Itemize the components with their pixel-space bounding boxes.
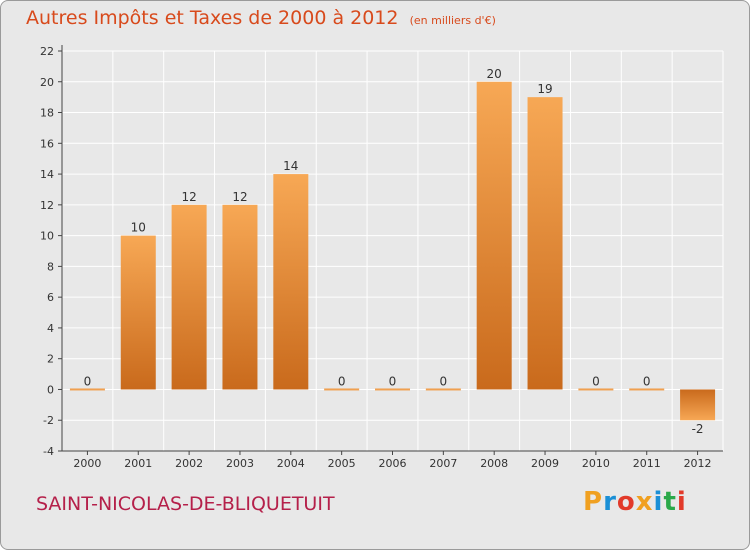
chart-unit: (en milliers d'€) <box>409 14 496 27</box>
bar-2003 <box>222 204 258 390</box>
x-tick-label: 2006 <box>379 457 407 470</box>
bar-2004 <box>273 174 309 390</box>
logo-letter: i <box>676 487 687 517</box>
bar-2002 <box>171 204 207 390</box>
y-tick-label: -2 <box>43 414 54 427</box>
y-tick-label: 16 <box>40 137 54 150</box>
bar-2008 <box>476 81 512 390</box>
logo-letter: P <box>583 487 604 517</box>
x-tick-label: 2003 <box>226 457 254 470</box>
value-label: 0 <box>643 374 651 388</box>
value-label: 12 <box>181 190 196 204</box>
y-tick-label: 8 <box>47 260 54 273</box>
y-tick-label: -4 <box>43 445 54 458</box>
value-label: 20 <box>487 67 502 81</box>
bar-2011 <box>629 388 665 391</box>
title-row: Autres Impôts et Taxes de 2000 à 2012 (e… <box>26 7 496 29</box>
x-tick-label: 2005 <box>328 457 356 470</box>
value-label: -2 <box>692 422 704 436</box>
value-label: 0 <box>389 374 397 388</box>
bar-2000 <box>69 388 105 391</box>
bar-2012 <box>680 389 716 421</box>
y-tick-label: 14 <box>40 168 54 181</box>
value-label: 19 <box>537 82 552 96</box>
commune-name: SAINT-NICOLAS-DE-BLIQUETUIT <box>36 493 335 515</box>
value-label: 0 <box>338 374 346 388</box>
bars <box>69 81 716 421</box>
y-tick-label: 4 <box>47 322 54 335</box>
logo-letter: o <box>616 487 636 517</box>
y-tick-label: 10 <box>40 230 54 243</box>
y-tick-label: 12 <box>40 199 54 212</box>
logo-letter: r <box>603 487 617 517</box>
y-tick-label: 6 <box>47 291 54 304</box>
logo-letter: i <box>653 487 664 517</box>
bar-2006 <box>375 388 410 391</box>
x-tick-label: 2001 <box>124 457 152 470</box>
y-tick-label: 2 <box>47 353 54 366</box>
bar-2010 <box>578 388 614 391</box>
x-tick-label: 2010 <box>582 457 610 470</box>
x-tick-label: 2011 <box>633 457 661 470</box>
y-tick-label: 18 <box>40 107 54 120</box>
bar-2005 <box>324 388 360 391</box>
bar-2009 <box>527 97 563 390</box>
x-tick-label: 2008 <box>480 457 508 470</box>
x-tick-label: 2007 <box>429 457 457 470</box>
y-tick-label: 0 <box>47 383 54 396</box>
value-label: 0 <box>84 374 92 388</box>
proxiti-logo: Proxiti <box>583 487 687 517</box>
value-label: 10 <box>131 221 146 235</box>
chart-title: Autres Impôts et Taxes de 2000 à 2012 <box>26 7 399 29</box>
x-tick-label: 2004 <box>277 457 305 470</box>
y-tick-label: 20 <box>40 76 54 89</box>
value-label: 0 <box>592 374 600 388</box>
logo-letter: x <box>635 487 654 517</box>
bar-2001 <box>120 235 156 390</box>
x-tick-label: 2000 <box>73 457 101 470</box>
bar-2007 <box>425 388 461 391</box>
x-tick-label: 2009 <box>531 457 559 470</box>
logo-letter: t <box>663 487 677 517</box>
y-tick-label: 22 <box>40 45 54 58</box>
grid-lines <box>61 50 724 452</box>
value-label: 0 <box>440 374 448 388</box>
value-label: 14 <box>283 159 298 173</box>
value-label: 12 <box>232 190 247 204</box>
x-tick-label: 2002 <box>175 457 203 470</box>
value-labels: 0 10 12 12 14 0 0 0 20 19 0 0 -2 <box>84 67 704 436</box>
x-tick-label: 2012 <box>684 457 712 470</box>
